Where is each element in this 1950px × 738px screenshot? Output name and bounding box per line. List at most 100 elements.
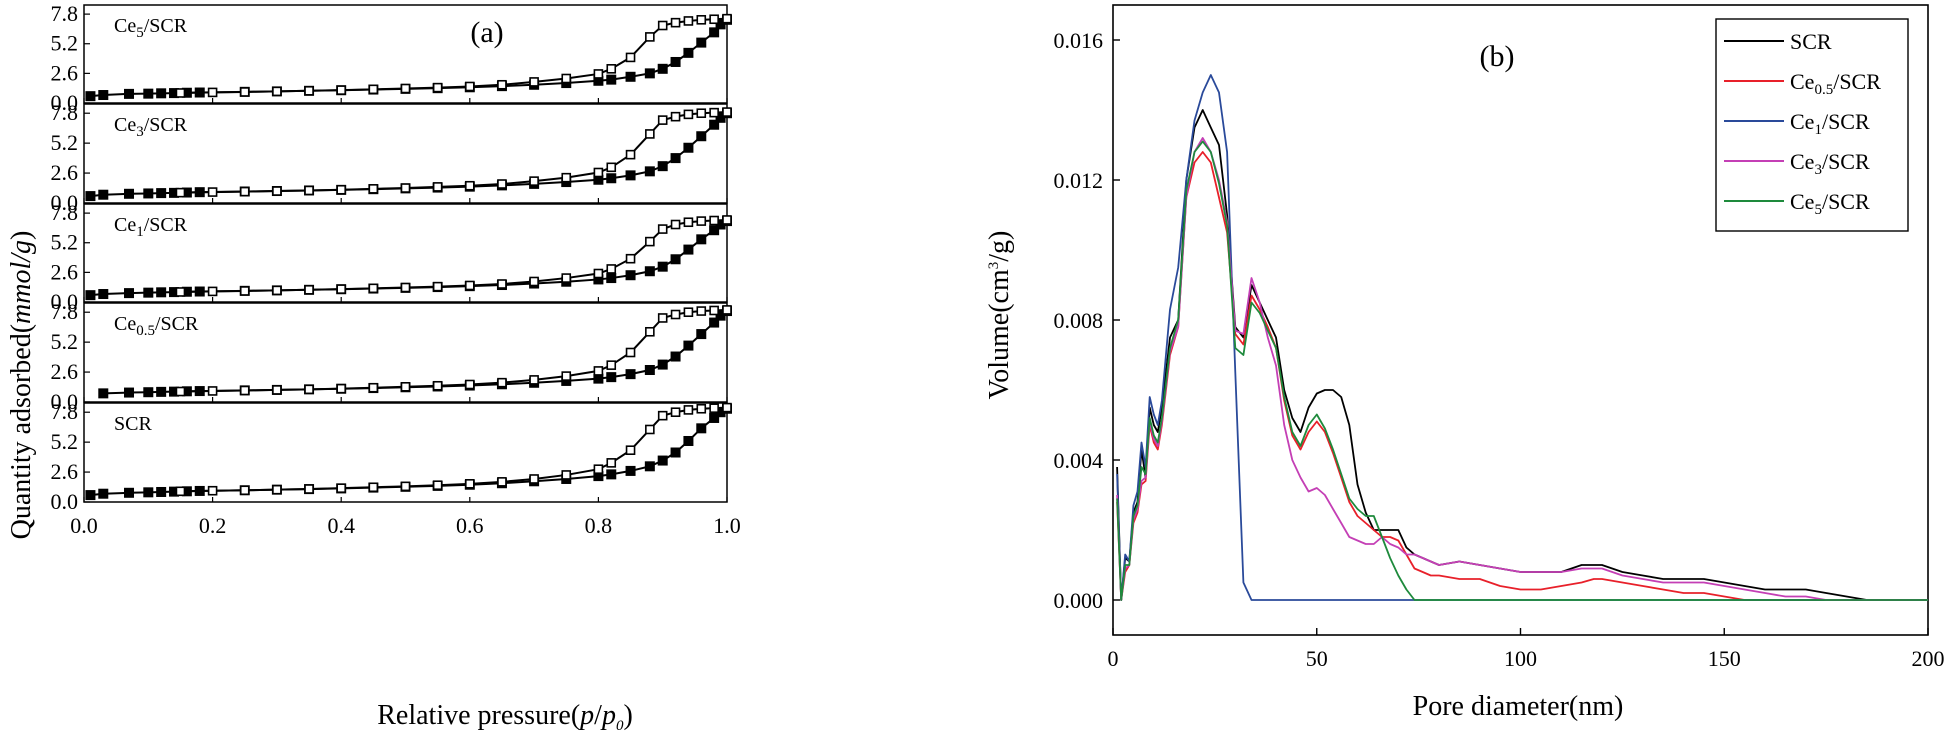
desorption-point — [709, 14, 719, 25]
desorption-point — [593, 167, 604, 178]
desorption-point — [645, 424, 655, 435]
desorption-point — [561, 470, 572, 480]
panel-frame — [83, 4, 728, 104]
chart-b-panel-label: (b) — [1480, 40, 1515, 73]
adsorption-point — [606, 273, 617, 284]
desorption-point — [683, 217, 694, 228]
desorption-point — [625, 347, 636, 358]
panel-frame — [83, 103, 728, 204]
desorption-point — [683, 307, 694, 318]
desorption-point — [239, 485, 250, 496]
adsorption-point — [85, 290, 96, 301]
x-tick-label: 0.8 — [585, 513, 613, 538]
y-tick-label: 0.008 — [1054, 308, 1104, 333]
adsorption-point — [670, 351, 681, 362]
adsorption-point — [625, 465, 636, 476]
desorption-point — [657, 20, 668, 31]
adsorption-point — [143, 287, 154, 298]
desorption-point — [432, 480, 443, 490]
x-tick-label: 150 — [1708, 646, 1741, 671]
desorption-point — [625, 149, 636, 160]
desorption-point — [432, 281, 443, 292]
adsorption-point — [683, 244, 694, 255]
desorption-point — [368, 382, 379, 393]
y-tick-label: 2.6 — [51, 359, 79, 384]
desorption-point — [625, 445, 636, 455]
desorption-point — [336, 383, 347, 394]
isotherm-panel-ce0-5-scr: 0.0 2.6 5.2 7.8 Ce0.5/SCR — [51, 299, 732, 414]
adsorption-point — [657, 63, 668, 74]
adsorption-point — [696, 37, 707, 48]
desorption-point — [432, 380, 443, 391]
chart-a-x-ticks: 0.0 0.2 0.4 0.6 0.8 1.0 — [70, 513, 741, 538]
desorption-point — [272, 186, 282, 196]
adsorption-point — [625, 369, 636, 380]
adsorption-point — [156, 386, 167, 397]
adsorption-point — [124, 387, 135, 398]
desorption-point — [645, 326, 655, 337]
desorption-point — [400, 282, 411, 293]
adsorption-point — [156, 486, 167, 497]
adsorption-point — [709, 119, 720, 130]
desorption-point — [625, 253, 636, 264]
desorption-point — [432, 182, 443, 192]
desorption-point — [529, 77, 539, 87]
y-tick-label: 0.0 — [51, 190, 79, 215]
y-tick-label: 5.2 — [51, 429, 79, 454]
desorption-point — [696, 15, 707, 25]
adsorption-point — [194, 187, 205, 198]
desorption-point — [670, 407, 681, 418]
desorption-point — [625, 52, 636, 63]
y-tick-label: 7.8 — [51, 299, 79, 324]
desorption-point — [645, 129, 655, 139]
adsorption-point — [670, 254, 681, 265]
adsorption-point — [143, 188, 154, 199]
desorption-point — [529, 375, 539, 385]
desorption-point — [561, 73, 572, 84]
adsorption-point — [85, 191, 96, 202]
legend-label-scr: SCR — [1790, 29, 1832, 54]
desorption-point — [670, 111, 681, 122]
desorption-point — [304, 384, 314, 395]
desorption-line — [180, 111, 728, 194]
desorption-point — [497, 477, 507, 487]
desorption-point — [683, 109, 694, 120]
y-tick-label: 0.000 — [1054, 588, 1104, 613]
y-tick-label: 0.004 — [1054, 448, 1104, 473]
adsorption-point — [657, 261, 668, 272]
y-tick-label: 7.8 — [51, 399, 79, 424]
adsorption-point — [709, 225, 720, 236]
adsorption-point — [696, 423, 707, 434]
desorption-point — [175, 386, 186, 397]
adsorption-point — [670, 153, 681, 164]
desorption-point — [645, 32, 655, 42]
chart-b-legend: SCR Ce0.5/SCR Ce1/SCR Ce3/SCR Ce5/SCR — [1715, 18, 1909, 232]
adsorption-point — [124, 88, 135, 99]
y-tick-label: 7.8 — [51, 100, 79, 125]
adsorption-point — [98, 488, 109, 499]
desorption-point — [464, 180, 475, 191]
adsorption-point — [683, 340, 694, 351]
desorption-point — [657, 115, 668, 125]
desorption-point — [400, 481, 411, 492]
adsorption-point — [683, 142, 694, 153]
desorption-point — [529, 176, 539, 186]
desorption-point — [368, 482, 379, 493]
desorption-point — [722, 215, 732, 225]
desorption-point — [561, 172, 572, 183]
desorption-point — [464, 379, 475, 390]
desorption-point — [400, 382, 411, 392]
adsorption-point — [606, 372, 617, 383]
adsorption-point — [644, 166, 655, 177]
desorption-point — [336, 483, 347, 493]
desorption-point — [368, 84, 379, 95]
series-line-ce1-scr — [1116, 74, 1928, 601]
isotherm-panel-scr: 0.0 2.6 5.2 7.8 SCR — [51, 399, 732, 514]
desorption-point — [304, 185, 314, 196]
desorption-point — [529, 474, 539, 484]
desorption-point — [722, 13, 732, 24]
desorption-point — [272, 484, 282, 495]
adsorption-point — [625, 270, 636, 281]
desorption-point — [645, 236, 655, 247]
desorption-point — [368, 184, 379, 194]
